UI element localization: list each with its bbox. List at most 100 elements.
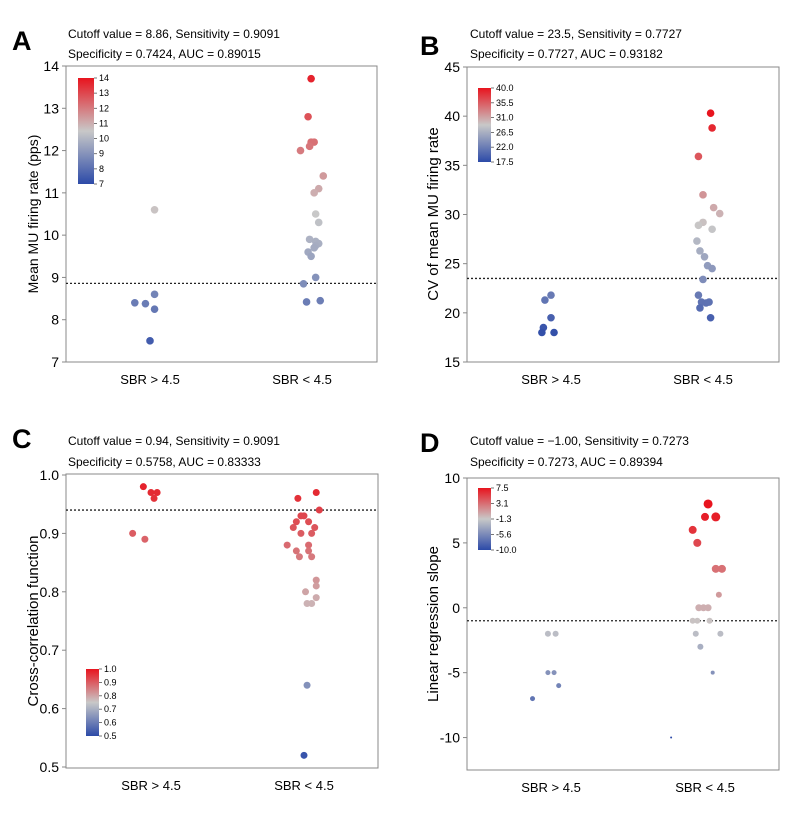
data-point	[547, 313, 555, 322]
colorbar: 40.0 35.5 31.0 26.5 22.0 17.5	[478, 83, 514, 167]
data-point	[305, 541, 313, 549]
data-point	[305, 547, 313, 555]
plot-frame	[466, 477, 780, 771]
data-point	[300, 512, 308, 520]
y-axis-label: Linear regression slope	[425, 546, 442, 702]
plot-frame	[65, 473, 379, 769]
data-point	[711, 512, 721, 522]
x-ticks: SBR > 4.5 SBR < 4.5	[120, 372, 332, 387]
data-point	[129, 529, 137, 537]
colorbar-tick-label: -5.6	[496, 530, 512, 540]
colorbar-tick-label: 9	[99, 149, 104, 159]
y-tick-label: 40	[444, 108, 460, 124]
data-point	[550, 328, 558, 337]
colorbar-gradient	[478, 488, 491, 550]
data-point	[296, 146, 305, 155]
y-tick-label: 0.8	[40, 584, 60, 600]
y-tick-label: 14	[43, 58, 59, 74]
y-axis-label: CV of mean MU firing rate	[425, 127, 442, 300]
colorbar-tick-label: 17.5	[496, 157, 514, 167]
colorbar-tick-label: 26.5	[496, 127, 514, 137]
data-point	[708, 264, 716, 273]
data-point	[305, 235, 314, 244]
data-point	[312, 576, 320, 584]
data-point	[305, 142, 314, 151]
y-tick-label: 0.9	[40, 525, 60, 541]
data-point	[704, 604, 712, 612]
data-point	[689, 617, 696, 624]
y-tick-label: 11	[44, 185, 59, 201]
data-point	[706, 313, 715, 322]
data-point	[670, 736, 673, 739]
data-point	[311, 524, 319, 532]
data-point	[150, 205, 159, 214]
data-point	[283, 541, 291, 549]
y-tick-label: 8	[51, 312, 59, 328]
data-point	[314, 218, 323, 227]
y-ticks: 15 20 25 30 35 40 45	[444, 59, 467, 370]
y-axis-label: Cross-correlation function	[25, 536, 42, 707]
data-point	[292, 518, 300, 526]
data-point	[693, 237, 701, 245]
colorbar-tick-label: 0.6	[104, 718, 117, 728]
data-point	[551, 670, 557, 676]
data-point	[696, 247, 704, 255]
data-point	[319, 172, 328, 180]
y-ticks: 7 8 9 10 11 12 13 14	[43, 58, 66, 370]
y-tick-label: 1.0	[40, 467, 60, 483]
colorbar: 1.0 0.9 0.8 0.7 0.6 0.5	[86, 664, 117, 741]
data-point	[701, 512, 709, 521]
colorbar-tick-label: 35.5	[496, 98, 514, 108]
colorbar-tick-label: 0.5	[104, 731, 117, 741]
colorbar-gradient	[78, 78, 94, 184]
data-point	[708, 124, 716, 132]
colorbar: 7.5 3.1 -1.3 -5.6 -10.0	[478, 483, 517, 555]
data-point	[302, 588, 310, 596]
data-point	[316, 296, 325, 305]
y-ticks: -10 -5 0 5 10	[440, 470, 467, 746]
colorbar: 14 13 12 11 10 9 8 7	[78, 73, 109, 189]
data-point	[294, 494, 302, 502]
y-tick-label: 15	[444, 354, 460, 370]
data-point	[692, 630, 699, 637]
y-ticks: 0.5 0.6 0.7 0.8 0.9 1.0	[40, 467, 66, 775]
data-point	[688, 525, 697, 534]
colorbar-tick-label: 8	[99, 164, 104, 174]
plot-frame	[466, 66, 780, 363]
data-point	[556, 683, 562, 689]
data-point	[307, 252, 315, 261]
data-point	[292, 547, 300, 555]
data-point	[541, 296, 549, 304]
data-point	[530, 696, 536, 702]
data-point	[150, 494, 158, 502]
points	[538, 109, 724, 337]
data-point	[697, 643, 704, 650]
colorbar-tick-label: 40.0	[496, 83, 514, 93]
data-point	[706, 617, 713, 624]
data-point	[139, 483, 147, 491]
x-ticks: SBR > 4.5 SBR < 4.5	[521, 372, 733, 387]
data-point	[295, 553, 303, 561]
y-axis-label: Mean MU firing rate (pps)	[25, 135, 41, 294]
colorbar-tick-label: -10.0	[496, 545, 517, 555]
y-tick-label: 0.5	[40, 759, 60, 775]
colorbar-tick-label: 1.0	[104, 664, 117, 674]
x-tick-label: SBR > 4.5	[120, 372, 180, 387]
data-point	[552, 630, 559, 637]
data-point	[699, 275, 707, 284]
colorbar-tick-label: 0.8	[104, 691, 117, 701]
data-point	[131, 299, 139, 307]
data-point	[303, 681, 311, 689]
data-point	[311, 273, 320, 282]
data-point	[312, 594, 320, 602]
data-point	[708, 225, 716, 234]
data-point	[308, 599, 316, 607]
y-tick-label: 0.7	[40, 642, 60, 658]
data-point	[302, 298, 311, 306]
y-tick-label: -10	[440, 730, 460, 746]
colorbar-tick-label: 13	[99, 88, 109, 98]
x-tick-label: SBR > 4.5	[121, 778, 181, 793]
data-point	[305, 518, 313, 526]
data-point	[717, 564, 726, 573]
data-point	[150, 305, 159, 313]
